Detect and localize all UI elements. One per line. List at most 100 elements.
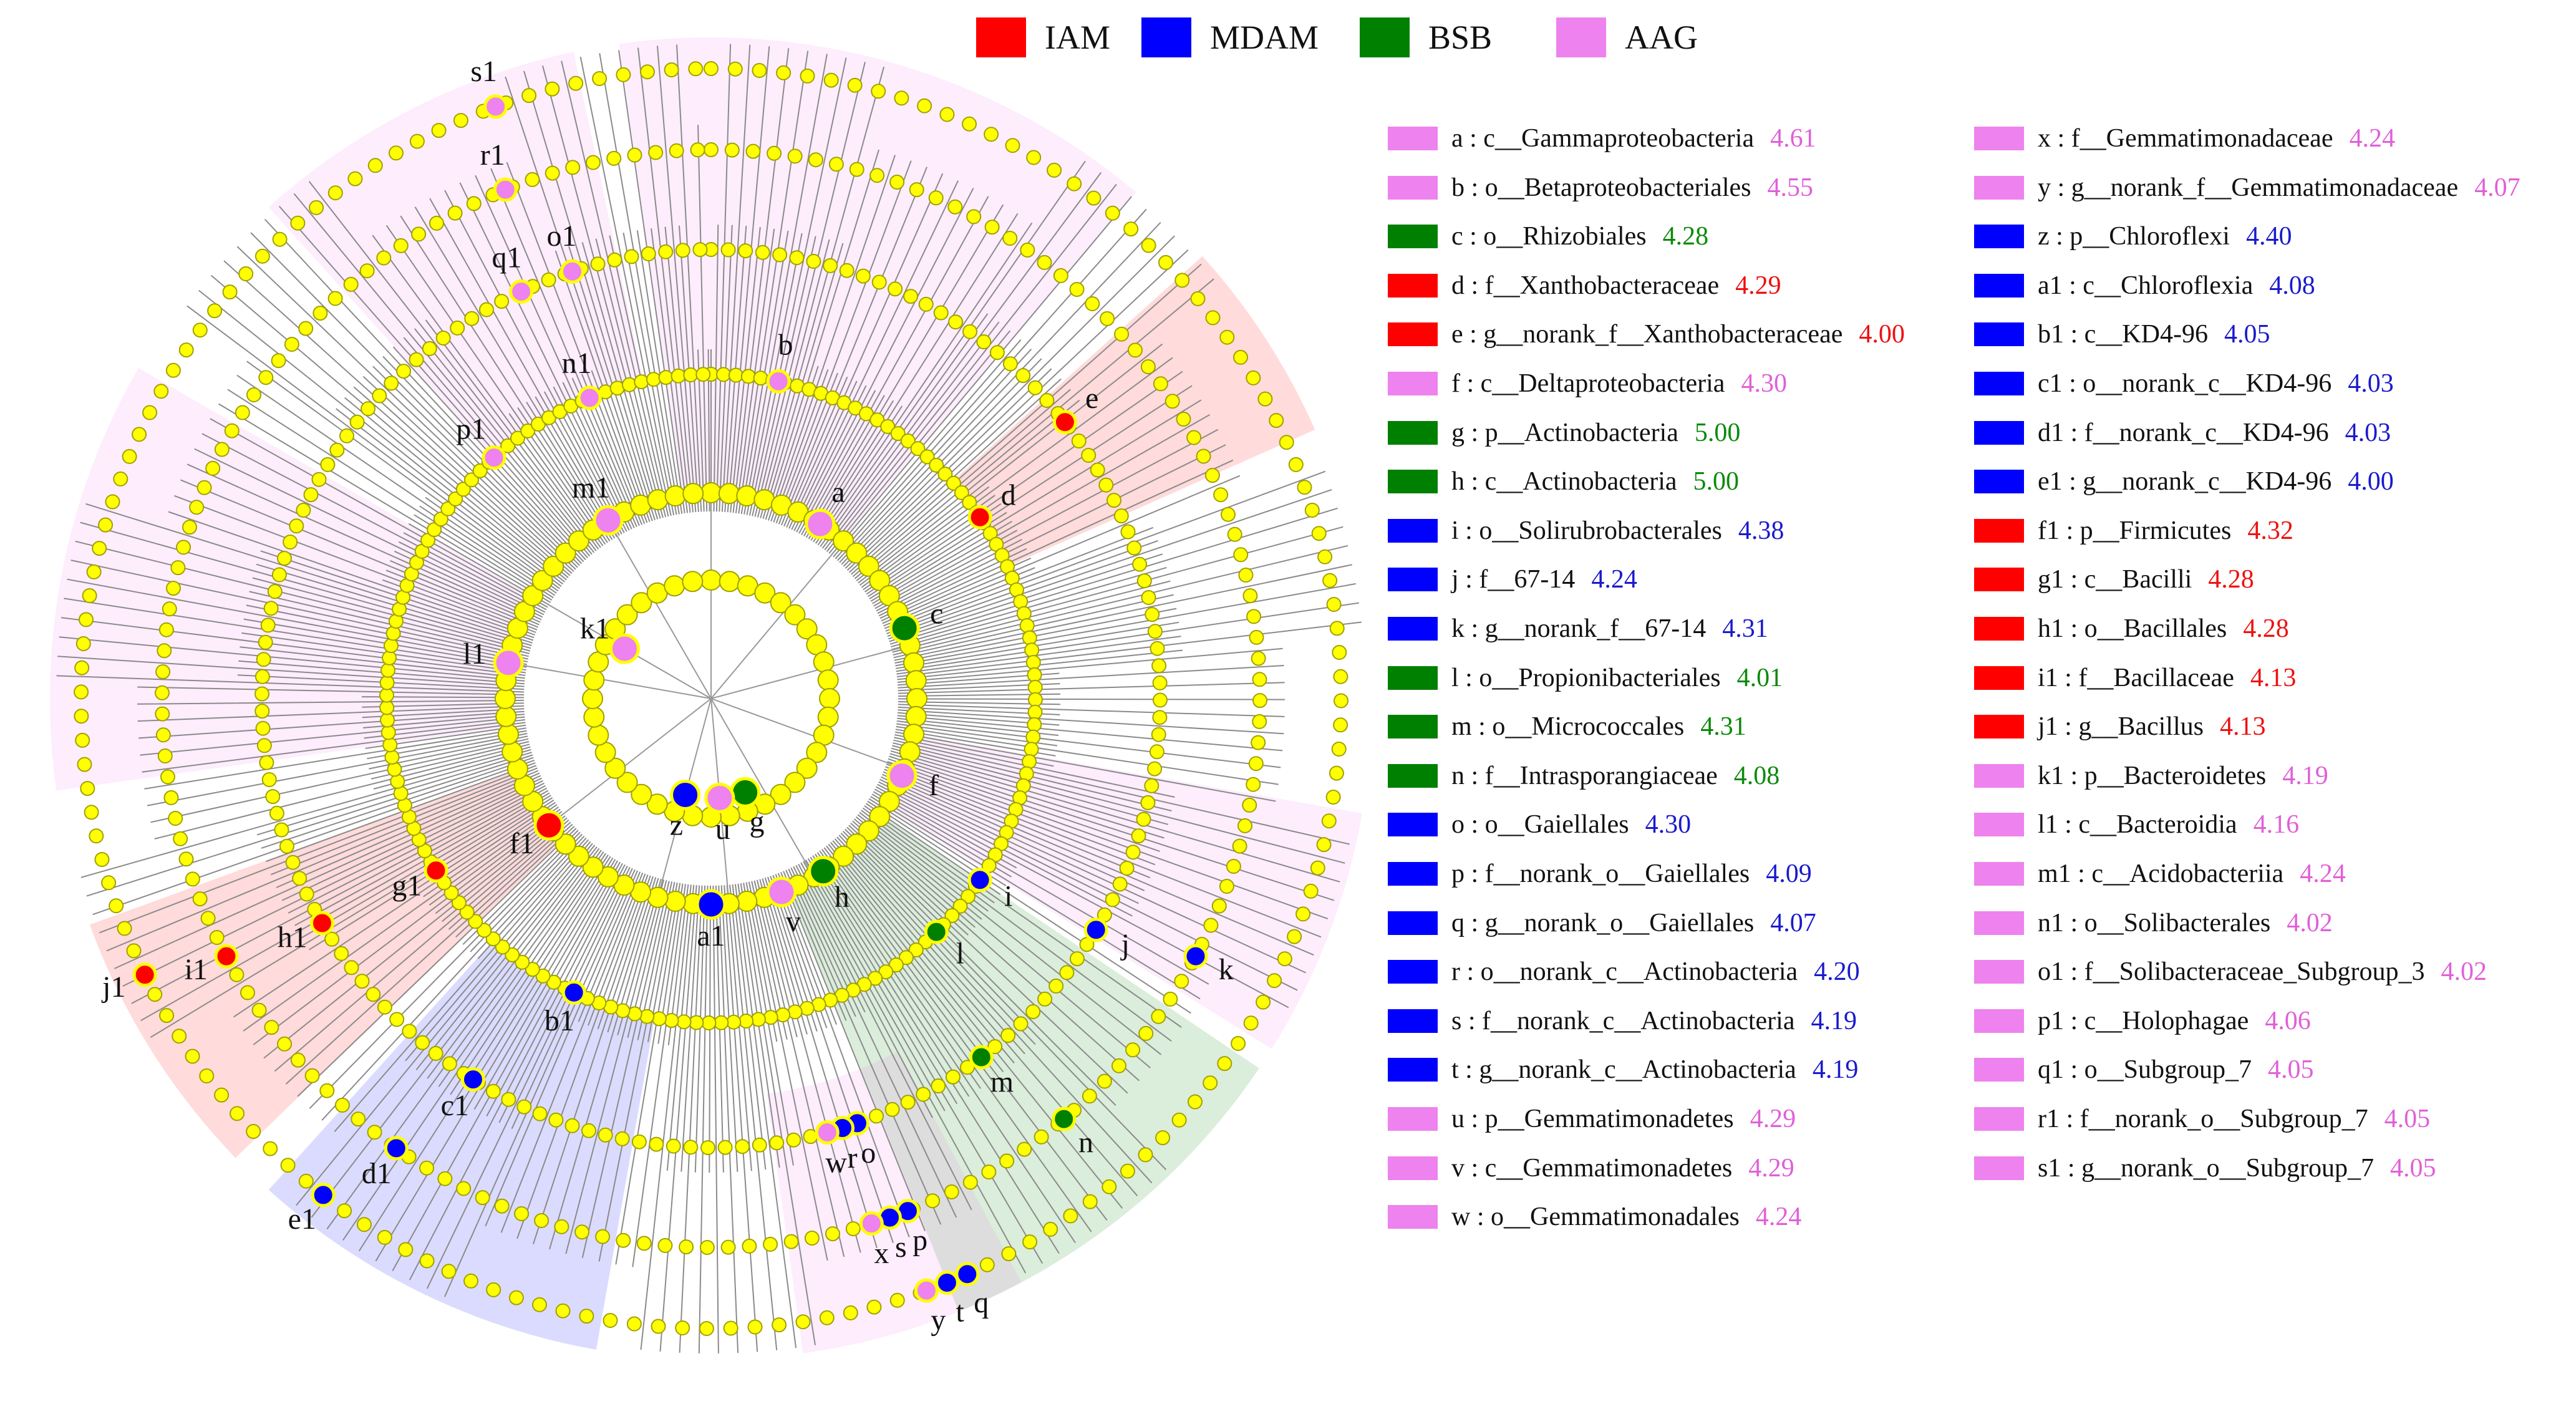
key-item-o: o : o__Gaiellales 4.30: [1388, 808, 1691, 841]
tree-node: [604, 757, 626, 779]
tree-node: [77, 757, 92, 772]
tree-node: [1171, 1112, 1187, 1128]
tree-node: [468, 914, 483, 929]
tree-node: [984, 220, 1000, 235]
tree-node: [869, 806, 891, 828]
key-lda-score: 4.24: [1755, 1203, 1802, 1232]
tree-node: [586, 155, 601, 170]
tree-node: [1149, 744, 1165, 760]
tree-node: [409, 352, 424, 367]
key-lda-score: 4.24: [1591, 565, 1637, 594]
node-p1: [482, 445, 506, 470]
tree-node: [894, 90, 909, 106]
tree-node: [579, 1309, 594, 1324]
node-label-l: l: [956, 937, 964, 971]
tree-node: [962, 324, 977, 339]
key-swatch: [1974, 322, 2024, 347]
node-label-n: n: [1078, 1126, 1093, 1159]
tree-node: [1086, 190, 1102, 206]
tree-node: [455, 482, 471, 497]
tree-node: [1047, 162, 1062, 178]
tree-node: [86, 564, 102, 579]
key-label: s1 : g__norank_o__Subgroup_7: [2038, 1153, 2374, 1183]
tree-node: [603, 1313, 618, 1328]
key-lda-score: 4.40: [2245, 222, 2292, 251]
tree-node: [664, 1013, 679, 1029]
tree-node: [379, 700, 395, 715]
tree-node: [285, 855, 301, 870]
key-swatch: [1974, 568, 2024, 592]
tree-node: [752, 63, 767, 78]
node-label-h1: h1: [278, 921, 307, 954]
tree-node: [246, 387, 261, 402]
tree-node: [453, 113, 468, 128]
node-label-g1: g1: [392, 869, 422, 903]
tree-node: [126, 943, 142, 959]
node-u: [704, 782, 735, 813]
key-item-t: t : g__norank_c__Actinobacteria 4.19: [1388, 1053, 1858, 1086]
tree-node: [763, 1236, 778, 1252]
key-lda-score: 4.13: [2220, 712, 2266, 742]
tree-node: [269, 805, 284, 821]
node-label-k1: k1: [580, 613, 610, 646]
tree-node: [329, 442, 345, 458]
tree-node: [1163, 991, 1178, 1007]
tree-node: [1001, 1246, 1017, 1262]
tree-node: [379, 675, 395, 690]
tree-node: [230, 1106, 245, 1121]
node-label-s: s: [895, 1231, 907, 1264]
node-v: [766, 876, 797, 908]
tree-node: [823, 258, 838, 273]
tree-node: [1204, 468, 1220, 483]
tree-node: [727, 61, 743, 77]
tree-node: [1119, 861, 1135, 876]
tree-node: [692, 242, 708, 258]
key-item-a1: a1 : c__Chloroflexia 4.08: [1974, 269, 2315, 302]
tree-node: [1333, 669, 1349, 684]
tree-node: [94, 852, 110, 867]
tree-node: [738, 243, 753, 259]
tree-node: [948, 314, 964, 330]
tree-node: [367, 1125, 382, 1140]
tree-node: [1027, 704, 1043, 720]
tree-node: [981, 1164, 997, 1179]
node-s1: [483, 94, 508, 119]
tree-node: [309, 200, 324, 215]
key-lda-score: 4.09: [1766, 859, 1812, 888]
tree-node: [122, 448, 137, 464]
tree-node: [214, 1087, 230, 1103]
tree-node: [1243, 1015, 1259, 1031]
tree-node: [272, 231, 288, 247]
node-b: [766, 369, 791, 394]
key-lda-score: 4.13: [2250, 663, 2297, 692]
key-label: y : g__norank_f__Gemmatimonadaceae: [2038, 173, 2459, 202]
tree-node: [999, 1153, 1015, 1169]
tree-node: [464, 311, 480, 326]
tree-node: [259, 755, 274, 770]
tree-node: [367, 158, 383, 173]
key-swatch: [1974, 1107, 2024, 1131]
legend-label-aag: AAG: [1625, 19, 1698, 56]
key-item-q: q : g__norank_o__Gaiellales 4.07: [1388, 907, 1816, 939]
node-y: [914, 1278, 939, 1303]
tree-node: [199, 1068, 215, 1083]
tree-node: [554, 542, 576, 564]
node-label-m1: m1: [572, 472, 610, 505]
tree-node: [382, 650, 397, 666]
node-r1: [493, 177, 518, 202]
tree-node: [658, 370, 674, 385]
tree-node: [1219, 879, 1234, 894]
tree-node: [631, 592, 652, 614]
tree-node: [819, 688, 840, 709]
tree-node: [900, 433, 916, 448]
tree-node: [117, 921, 132, 936]
node-label-j1: j1: [101, 971, 125, 1004]
tree-node: [1269, 413, 1284, 429]
tree-node: [113, 471, 128, 487]
tree-node: [1150, 641, 1165, 656]
key-item-e: e : g__norank_f__Xanthobacteraceae 4.00: [1388, 318, 1905, 351]
tree-node: [1334, 693, 1349, 709]
key-swatch: [1974, 470, 2024, 494]
tree-node: [1105, 892, 1120, 908]
tree-node: [742, 1238, 757, 1254]
